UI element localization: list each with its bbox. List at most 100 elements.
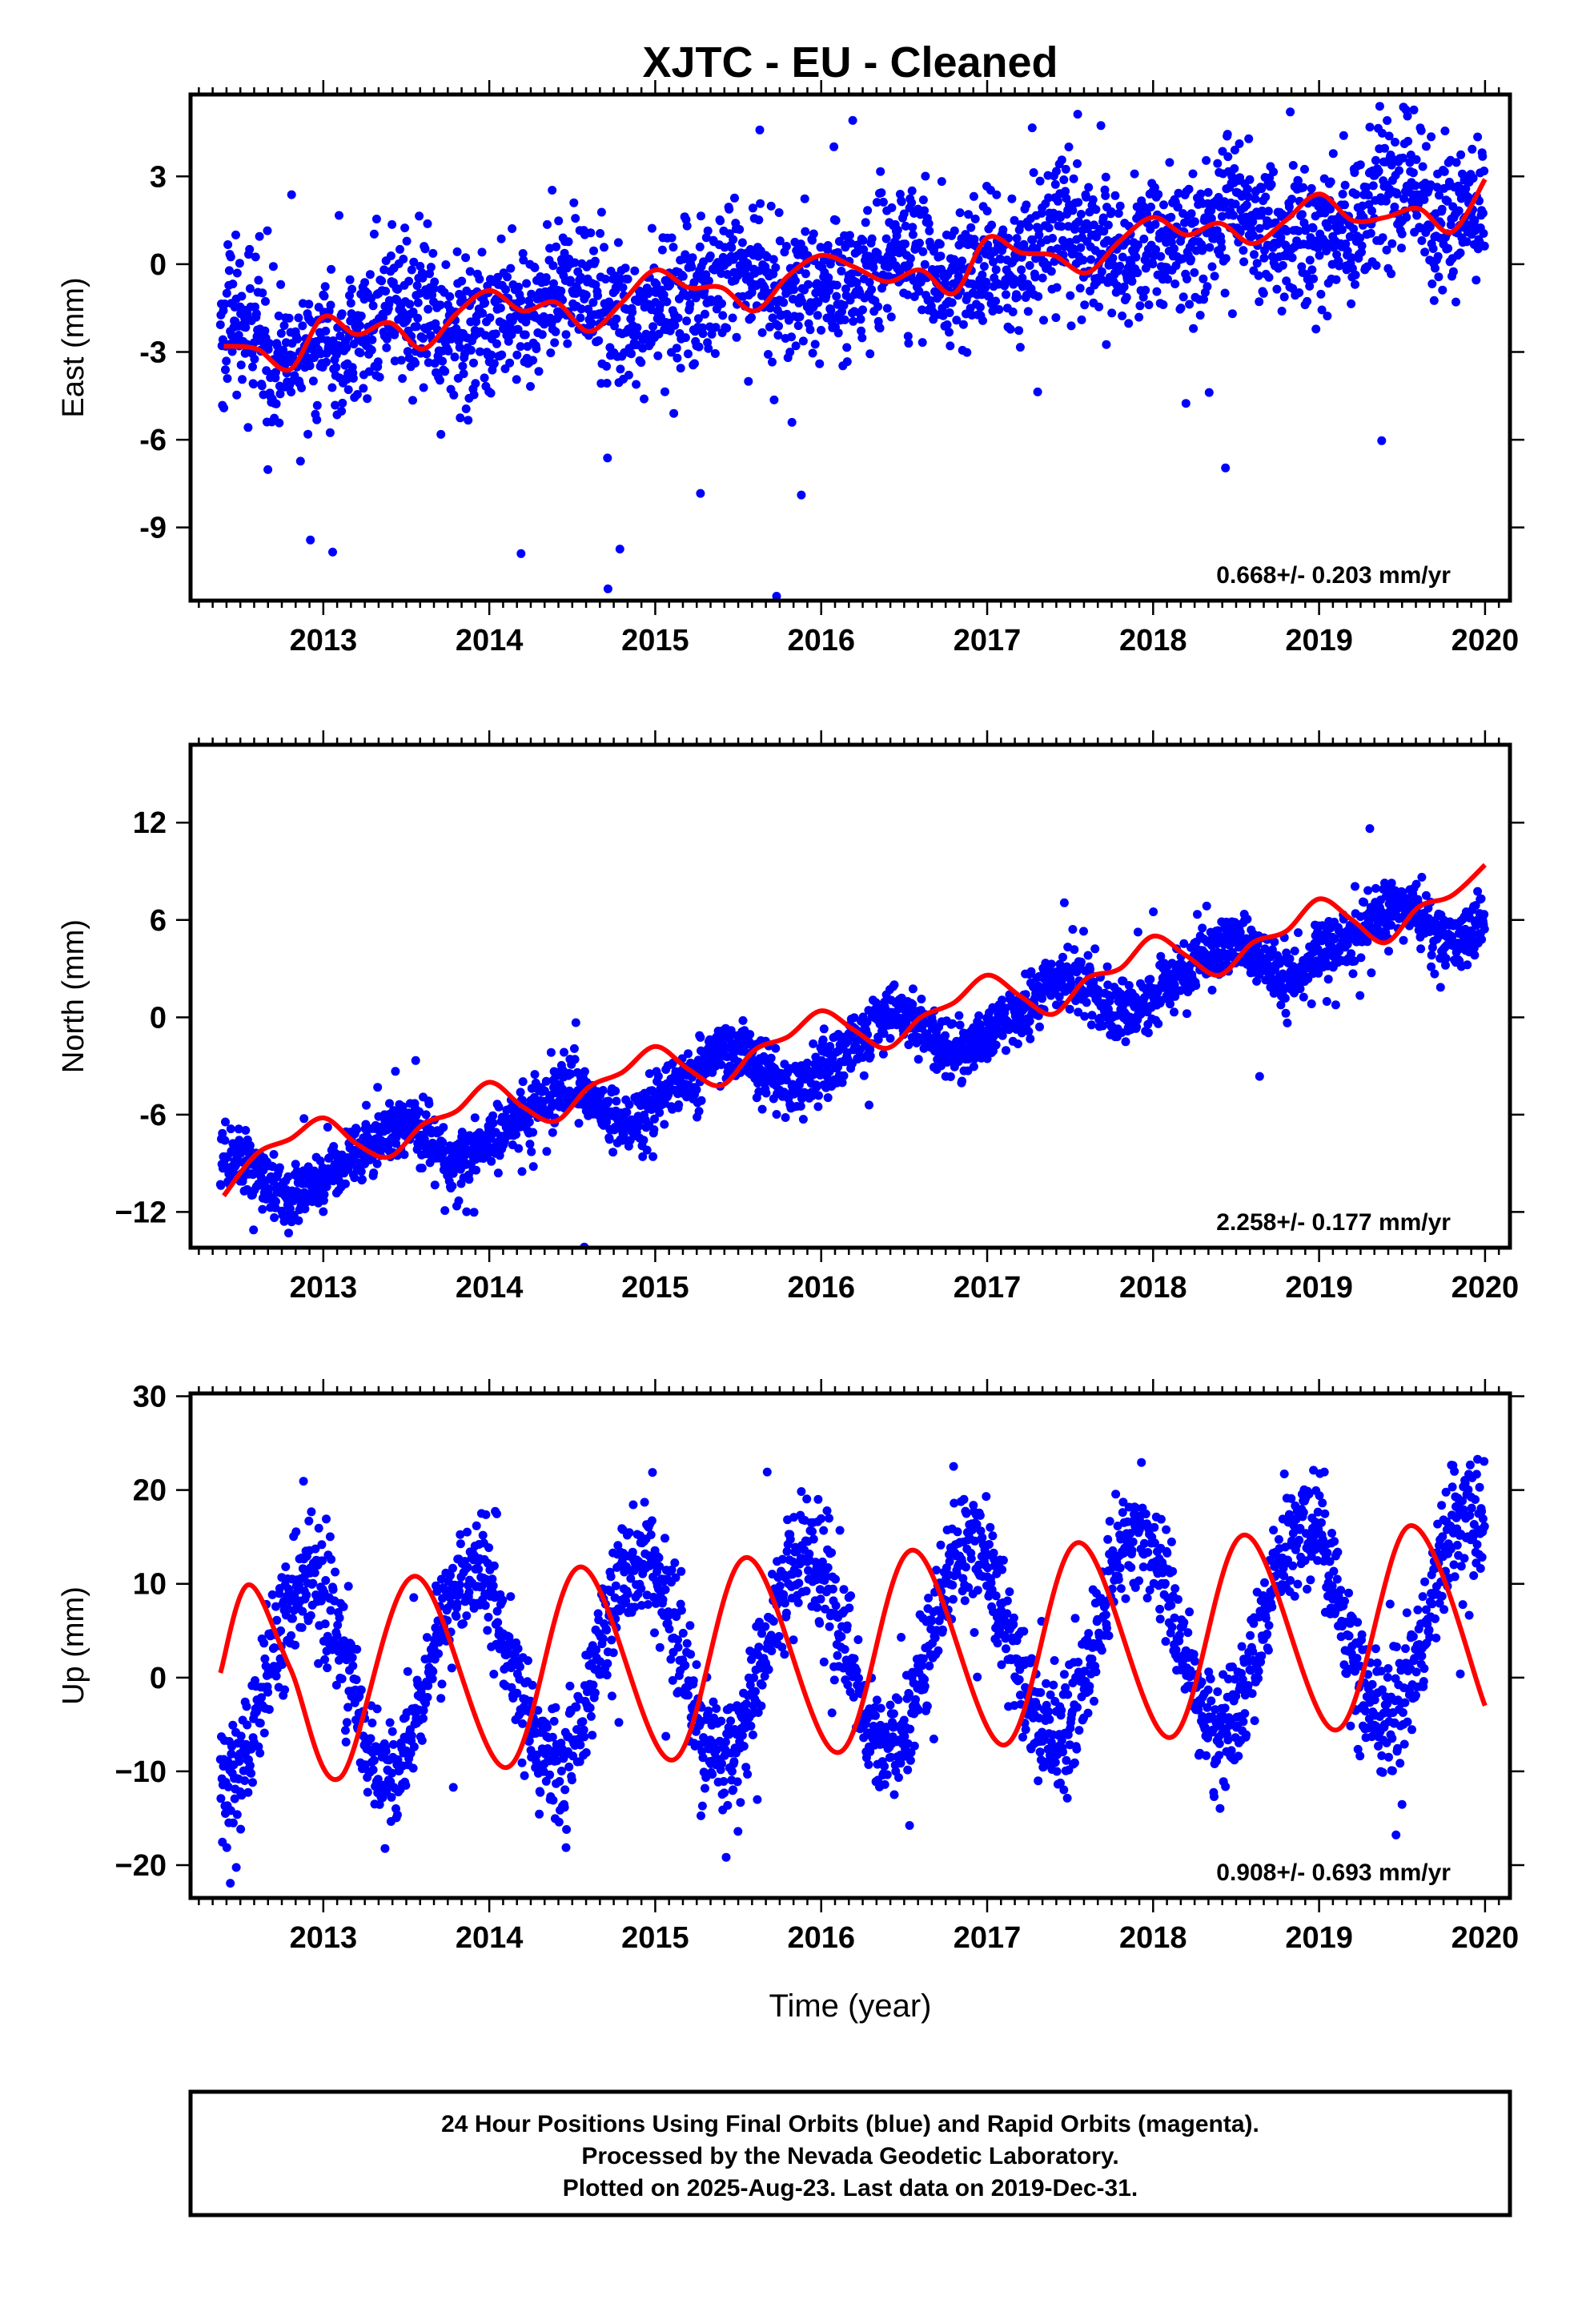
east-data-point: [1163, 275, 1172, 284]
north-data-point: [516, 1088, 525, 1097]
north-data-point: [1076, 957, 1086, 967]
north-data-point: [221, 1117, 230, 1127]
east-data-point: [1074, 217, 1083, 227]
north-data-point: [319, 1207, 328, 1216]
east-data-point: [624, 370, 633, 380]
east-data-point: [540, 320, 549, 329]
east-data-point: [304, 300, 314, 309]
east-data-point: [1098, 213, 1108, 223]
east-data-point: [773, 331, 783, 340]
north-data-point: [241, 1126, 251, 1135]
east-data-point: [521, 317, 531, 327]
north-data-point: [1322, 997, 1331, 1006]
east-data-point: [1023, 307, 1033, 316]
east-data-point: [1257, 184, 1267, 194]
north-data-point: [878, 1049, 888, 1059]
east-data-point: [872, 198, 881, 207]
east-data-point: [764, 350, 773, 359]
east-data-point: [1146, 203, 1155, 211]
east-data-point: [1288, 283, 1298, 293]
north-data-point: [1280, 994, 1290, 1003]
east-data-point: [570, 258, 580, 267]
east-data-point: [689, 278, 699, 287]
north-data-point: [1054, 992, 1064, 1002]
north-data-point: [424, 1099, 434, 1108]
north-data-point: [1384, 947, 1393, 956]
north-data-point: [218, 1128, 227, 1138]
east-data-point: [399, 255, 408, 263]
north-data-point: [487, 1156, 496, 1166]
east-data-point: [1061, 164, 1070, 174]
north-data-point: [457, 1128, 467, 1137]
east-data-point: [537, 330, 547, 340]
east-data-point: [849, 316, 858, 326]
east-data-point: [408, 308, 418, 317]
east-data-point: [249, 380, 259, 389]
east-data-point: [1468, 174, 1478, 183]
north-data-point: [624, 1100, 634, 1109]
east-data-point: [514, 283, 524, 292]
east-data-point: [1403, 136, 1413, 146]
east-data-point: [1347, 253, 1356, 263]
north-data-point: [1093, 985, 1102, 995]
north-data-point: [517, 1167, 527, 1176]
east-data-point: [958, 256, 967, 266]
north-data-point: [639, 1136, 648, 1145]
east-data-point: [1472, 275, 1481, 285]
east-data-point: [298, 321, 307, 331]
east-data-point: [787, 332, 796, 342]
north-data-point: [1359, 898, 1369, 907]
north-data-point: [1318, 921, 1327, 931]
east-data-point: [1052, 283, 1062, 292]
north-data-point: [1046, 959, 1056, 969]
east-data-point: [387, 219, 397, 229]
east-data-point: [1118, 252, 1127, 262]
east-data-point: [907, 186, 917, 195]
east-data-point: [787, 417, 797, 427]
east-data-point: [1428, 244, 1438, 253]
north-data-point: [885, 1034, 895, 1043]
east-data-point: [1276, 233, 1286, 243]
east-data-point: [1064, 143, 1074, 151]
east-y-tick-label: -9: [139, 512, 167, 545]
east-data-point: [352, 390, 362, 399]
east-data-point: [1261, 192, 1271, 202]
east-data-point: [1402, 212, 1411, 222]
east-data-point: [694, 342, 704, 352]
north-data-point: [454, 1196, 464, 1205]
east-data-point: [1114, 209, 1123, 218]
east-data-point: [347, 284, 357, 294]
east-data-point: [966, 223, 976, 232]
north-data-point: [488, 1118, 498, 1128]
east-data-point: [390, 356, 400, 366]
east-data-point: [703, 226, 713, 235]
east-data-point: [408, 396, 417, 405]
east-data-point: [1419, 195, 1429, 204]
north-data-point: [823, 1093, 833, 1103]
north-data-point: [245, 1140, 255, 1150]
east-data-point: [522, 279, 532, 288]
east-data-point: [1176, 304, 1186, 313]
east-data-point: [375, 372, 384, 382]
north-data-point: [815, 1071, 825, 1080]
east-data-point: [548, 261, 558, 271]
east-data-point: [914, 287, 924, 296]
east-data-point: [480, 331, 490, 340]
east-data-point: [1365, 123, 1375, 132]
north-data-point: [488, 1111, 498, 1120]
east-data-point: [428, 248, 438, 258]
east-data-point: [627, 349, 636, 359]
east-data-point: [884, 263, 893, 272]
east-data-point: [222, 356, 231, 366]
east-data-point: [1259, 288, 1268, 298]
north-data-point: [1323, 975, 1333, 984]
east-data-point: [501, 285, 511, 295]
east-data-point: [766, 201, 776, 211]
north-data-point: [571, 1018, 580, 1027]
east-data-point: [1203, 187, 1213, 197]
east-data-point: [576, 313, 585, 323]
east-data-point: [672, 344, 681, 353]
north-data-point: [684, 1049, 693, 1059]
east-data-point: [610, 321, 619, 331]
east-data-point: [1032, 244, 1042, 254]
